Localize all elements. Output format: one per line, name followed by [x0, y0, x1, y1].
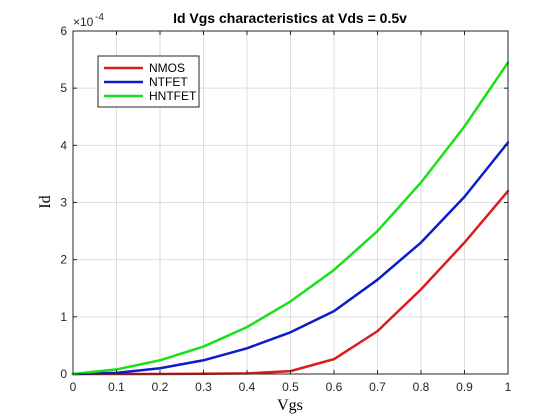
legend-label-ntfet: NTFET [149, 75, 188, 89]
series-line-hntfet [71, 61, 510, 376]
y-exponent-base: ×10 [73, 15, 94, 29]
ticks: 0 0.1 0.2 0.3 0.4 0.5 0.6 0.7 0.8 0.9 1 0 1 2 3 4 5 6 [60, 24, 511, 394]
y-exponent-power: -4 [95, 12, 104, 23]
y-tick-label: 4 [60, 138, 67, 152]
x-tick-label: 0.2 [152, 380, 169, 394]
x-tick-label: 0.1 [108, 380, 125, 394]
x-tick-label: 0 [70, 380, 77, 394]
y-tick-label: 1 [60, 310, 67, 324]
x-tick-label: 0.4 [239, 380, 256, 394]
y-axis-exponent: ×10 -4 [73, 12, 104, 29]
y-tick-label: 3 [60, 196, 67, 210]
x-tick-label: 0.5 [282, 380, 299, 394]
x-tick-label: 0.6 [326, 380, 343, 394]
y-tick-label: 6 [60, 24, 67, 38]
x-axis-label: Vgs [277, 397, 303, 414]
y-tick-label: 2 [60, 253, 67, 267]
x-tick-label: 0.7 [369, 380, 386, 394]
y-tick-label: 5 [60, 81, 67, 95]
y-tick-label: 0 [60, 367, 67, 381]
legend-label-nmos: NMOS [149, 61, 185, 75]
x-tick-label: 0.3 [195, 380, 212, 394]
grid [73, 31, 508, 374]
chart-title: Id Vgs characteristics at Vds = 0.5v [173, 10, 407, 26]
legend-label-hntfet: HNTFET [149, 89, 197, 103]
y-axis-label: Id [37, 195, 54, 208]
x-tick-label: 1 [505, 380, 512, 394]
x-tick-label: 0.9 [456, 380, 473, 394]
series-line-ntfet [71, 141, 510, 376]
x-tick-label: 0.8 [413, 380, 430, 394]
